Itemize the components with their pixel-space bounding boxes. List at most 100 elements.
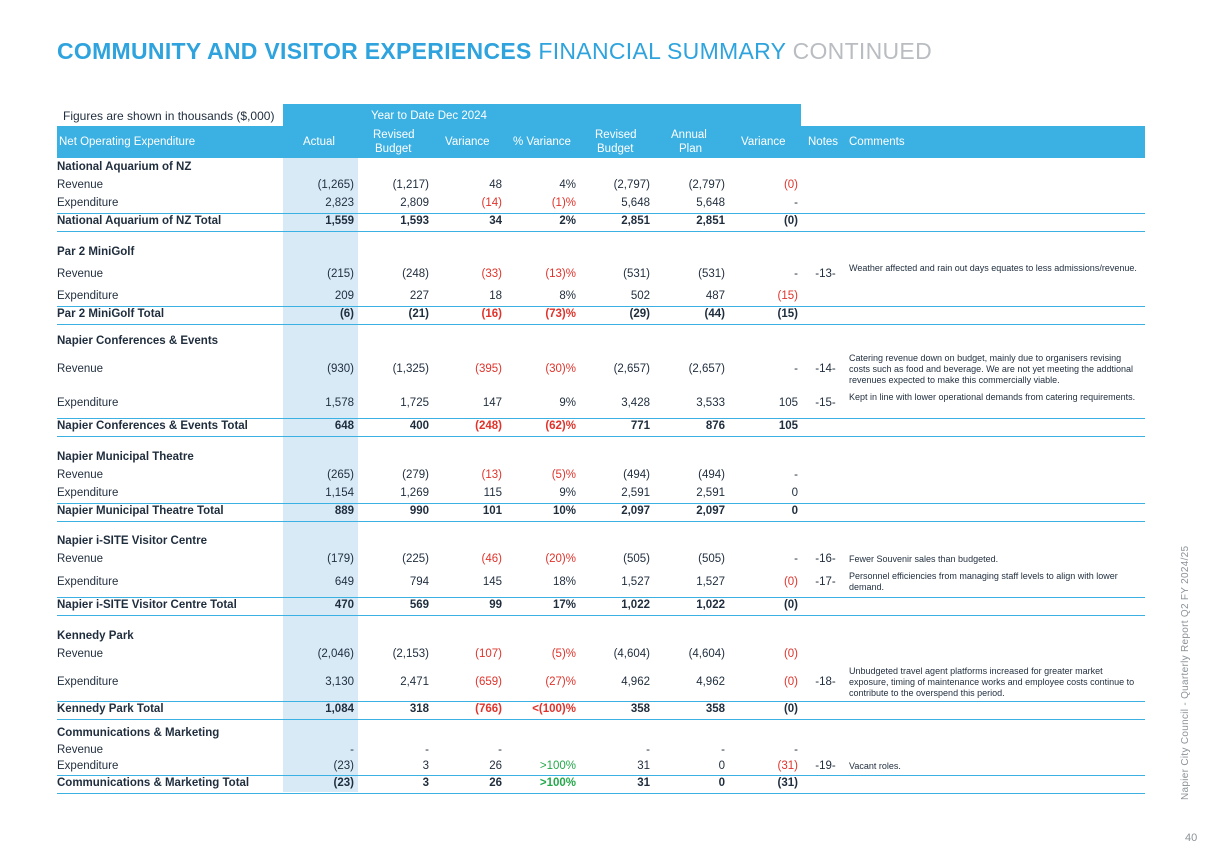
cell-actual: (179): [327, 553, 354, 565]
cell-rba: (2,657): [613, 363, 650, 375]
ytd-header-band: [283, 104, 801, 126]
cell-var: 101: [482, 505, 502, 517]
total-rule-top: [57, 597, 1145, 598]
cell-ap: 3,533: [696, 397, 725, 409]
cell-vara: (0): [783, 576, 798, 588]
row-label: Revenue: [57, 469, 104, 481]
row-label: Expenditure: [57, 397, 119, 409]
cell-rb: (2,153): [392, 648, 429, 660]
cell-rba: 771: [630, 420, 650, 432]
total-rule-bottom: [57, 324, 1145, 325]
cell-vara: -: [794, 197, 798, 209]
cell-ap: (494): [698, 469, 725, 481]
comment-text: Kept in line with lower operational dema…: [849, 392, 1136, 402]
cell-rba: 2,591: [621, 487, 650, 499]
cell-var: 48: [489, 179, 502, 191]
comment-text: Personnel efficiencies from managing sta…: [849, 571, 1118, 592]
row-label: Expenditure: [57, 290, 119, 302]
total-label: Napier i-SITE Visitor Centre Total: [57, 599, 237, 611]
total-rule-bottom: [57, 231, 1145, 232]
cell-pct: (27)%: [545, 676, 576, 688]
cell-ap: (2,797): [688, 179, 725, 191]
table-header: Net Operating Expenditure Actual Revised…: [57, 126, 1145, 158]
cell-vara: (0): [783, 215, 798, 227]
cell-var: 147: [482, 397, 502, 409]
cell-actual: 889: [334, 505, 354, 517]
cell-rba: (505): [623, 553, 650, 565]
cell-actual: 470: [334, 599, 354, 611]
section-name: Par 2 MiniGolf: [57, 246, 135, 258]
cell-ap: (505): [698, 553, 725, 565]
cell-pct: (1)%: [551, 197, 576, 209]
cell-ap: 2,097: [696, 505, 725, 517]
header-label: Net Operating Expenditure: [59, 136, 196, 148]
cell-var: (33): [481, 268, 502, 280]
note-ref: -14-: [815, 363, 836, 375]
total-label: Napier Conferences & Events Total: [57, 420, 248, 432]
ytd-actual-column-shade: [283, 104, 358, 792]
cell-var: -: [498, 744, 502, 756]
cell-rb: 318: [409, 703, 429, 715]
cell-rba: (29): [629, 308, 650, 320]
cell-rba: 2,851: [621, 215, 650, 227]
header-notes: Notes: [808, 136, 839, 148]
cell-ap: 487: [705, 290, 725, 302]
total-label: Napier Municipal Theatre Total: [57, 505, 224, 517]
cell-rba: (4,604): [613, 648, 650, 660]
cell-pct: 8%: [559, 290, 576, 302]
cell-vara: (15): [777, 308, 798, 320]
cell-pct: (13)%: [545, 268, 576, 280]
cell-var: (248): [475, 420, 502, 432]
cell-var: (107): [475, 648, 502, 660]
cell-actual: 649: [334, 576, 354, 588]
title-part-1: COMMUNITY AND VISITOR EXPERIENCES: [57, 38, 532, 64]
row-label: Expenditure: [57, 197, 119, 209]
cell-vara: -: [794, 553, 798, 565]
header-comments: Comments: [849, 136, 905, 148]
cell-pct: 9%: [559, 487, 576, 499]
header-revised-budget-1: Revised: [373, 129, 415, 141]
cell-pct: (5)%: [551, 648, 576, 660]
title-part-2: FINANCIAL SUMMARY: [538, 38, 786, 64]
cell-vara: -: [794, 744, 798, 756]
cell-vara: (15): [777, 290, 798, 302]
cell-rba: (494): [623, 469, 650, 481]
cell-actual: (2,046): [317, 648, 354, 660]
cell-actual: 1,084: [325, 703, 354, 715]
cell-rb: (21): [408, 308, 429, 320]
cell-actual: -: [350, 744, 354, 756]
cell-ap: 4,962: [696, 676, 725, 688]
cell-rba: (2,797): [613, 179, 650, 191]
row-label: Revenue: [57, 363, 104, 375]
cell-rb: (1,217): [392, 179, 429, 191]
cell-var: 99: [489, 599, 502, 611]
cell-vara: 105: [778, 420, 798, 432]
cell-rb: (1,325): [392, 363, 429, 375]
total-label: Kennedy Park Total: [57, 703, 164, 715]
cell-vara: (31): [777, 760, 798, 772]
page-number: 40: [1185, 832, 1198, 844]
cell-rb: (279): [402, 469, 429, 481]
cell-rb: -: [425, 744, 429, 756]
section-name: Communications & Marketing: [57, 727, 220, 739]
cell-rba: 2,097: [621, 505, 650, 517]
cell-pct: >100%: [539, 760, 576, 772]
cell-rba: 502: [630, 290, 650, 302]
cell-vara: (0): [783, 179, 798, 191]
total-rule-top: [57, 701, 1145, 702]
total-label: Par 2 MiniGolf Total: [57, 308, 165, 320]
row-label: Expenditure: [57, 760, 119, 772]
row-label: Expenditure: [57, 676, 119, 688]
cell-pct: 2%: [559, 215, 576, 227]
cell-ap: 0: [718, 777, 725, 789]
cell-actual: 1,578: [325, 397, 354, 409]
comment-text: Catering revenue down on budget, mainly …: [849, 352, 1134, 385]
cell-rb: 227: [409, 290, 429, 302]
cell-rb: (248): [402, 268, 429, 280]
page-title: COMMUNITY AND VISITOR EXPERIENCES FINANC…: [57, 38, 932, 65]
cell-actual: 2,823: [325, 197, 354, 209]
cell-actual: 1,559: [325, 215, 354, 227]
cell-pct: (30)%: [545, 363, 576, 375]
note-ref: -18-: [815, 676, 836, 688]
total-rule-bottom: [57, 615, 1145, 616]
